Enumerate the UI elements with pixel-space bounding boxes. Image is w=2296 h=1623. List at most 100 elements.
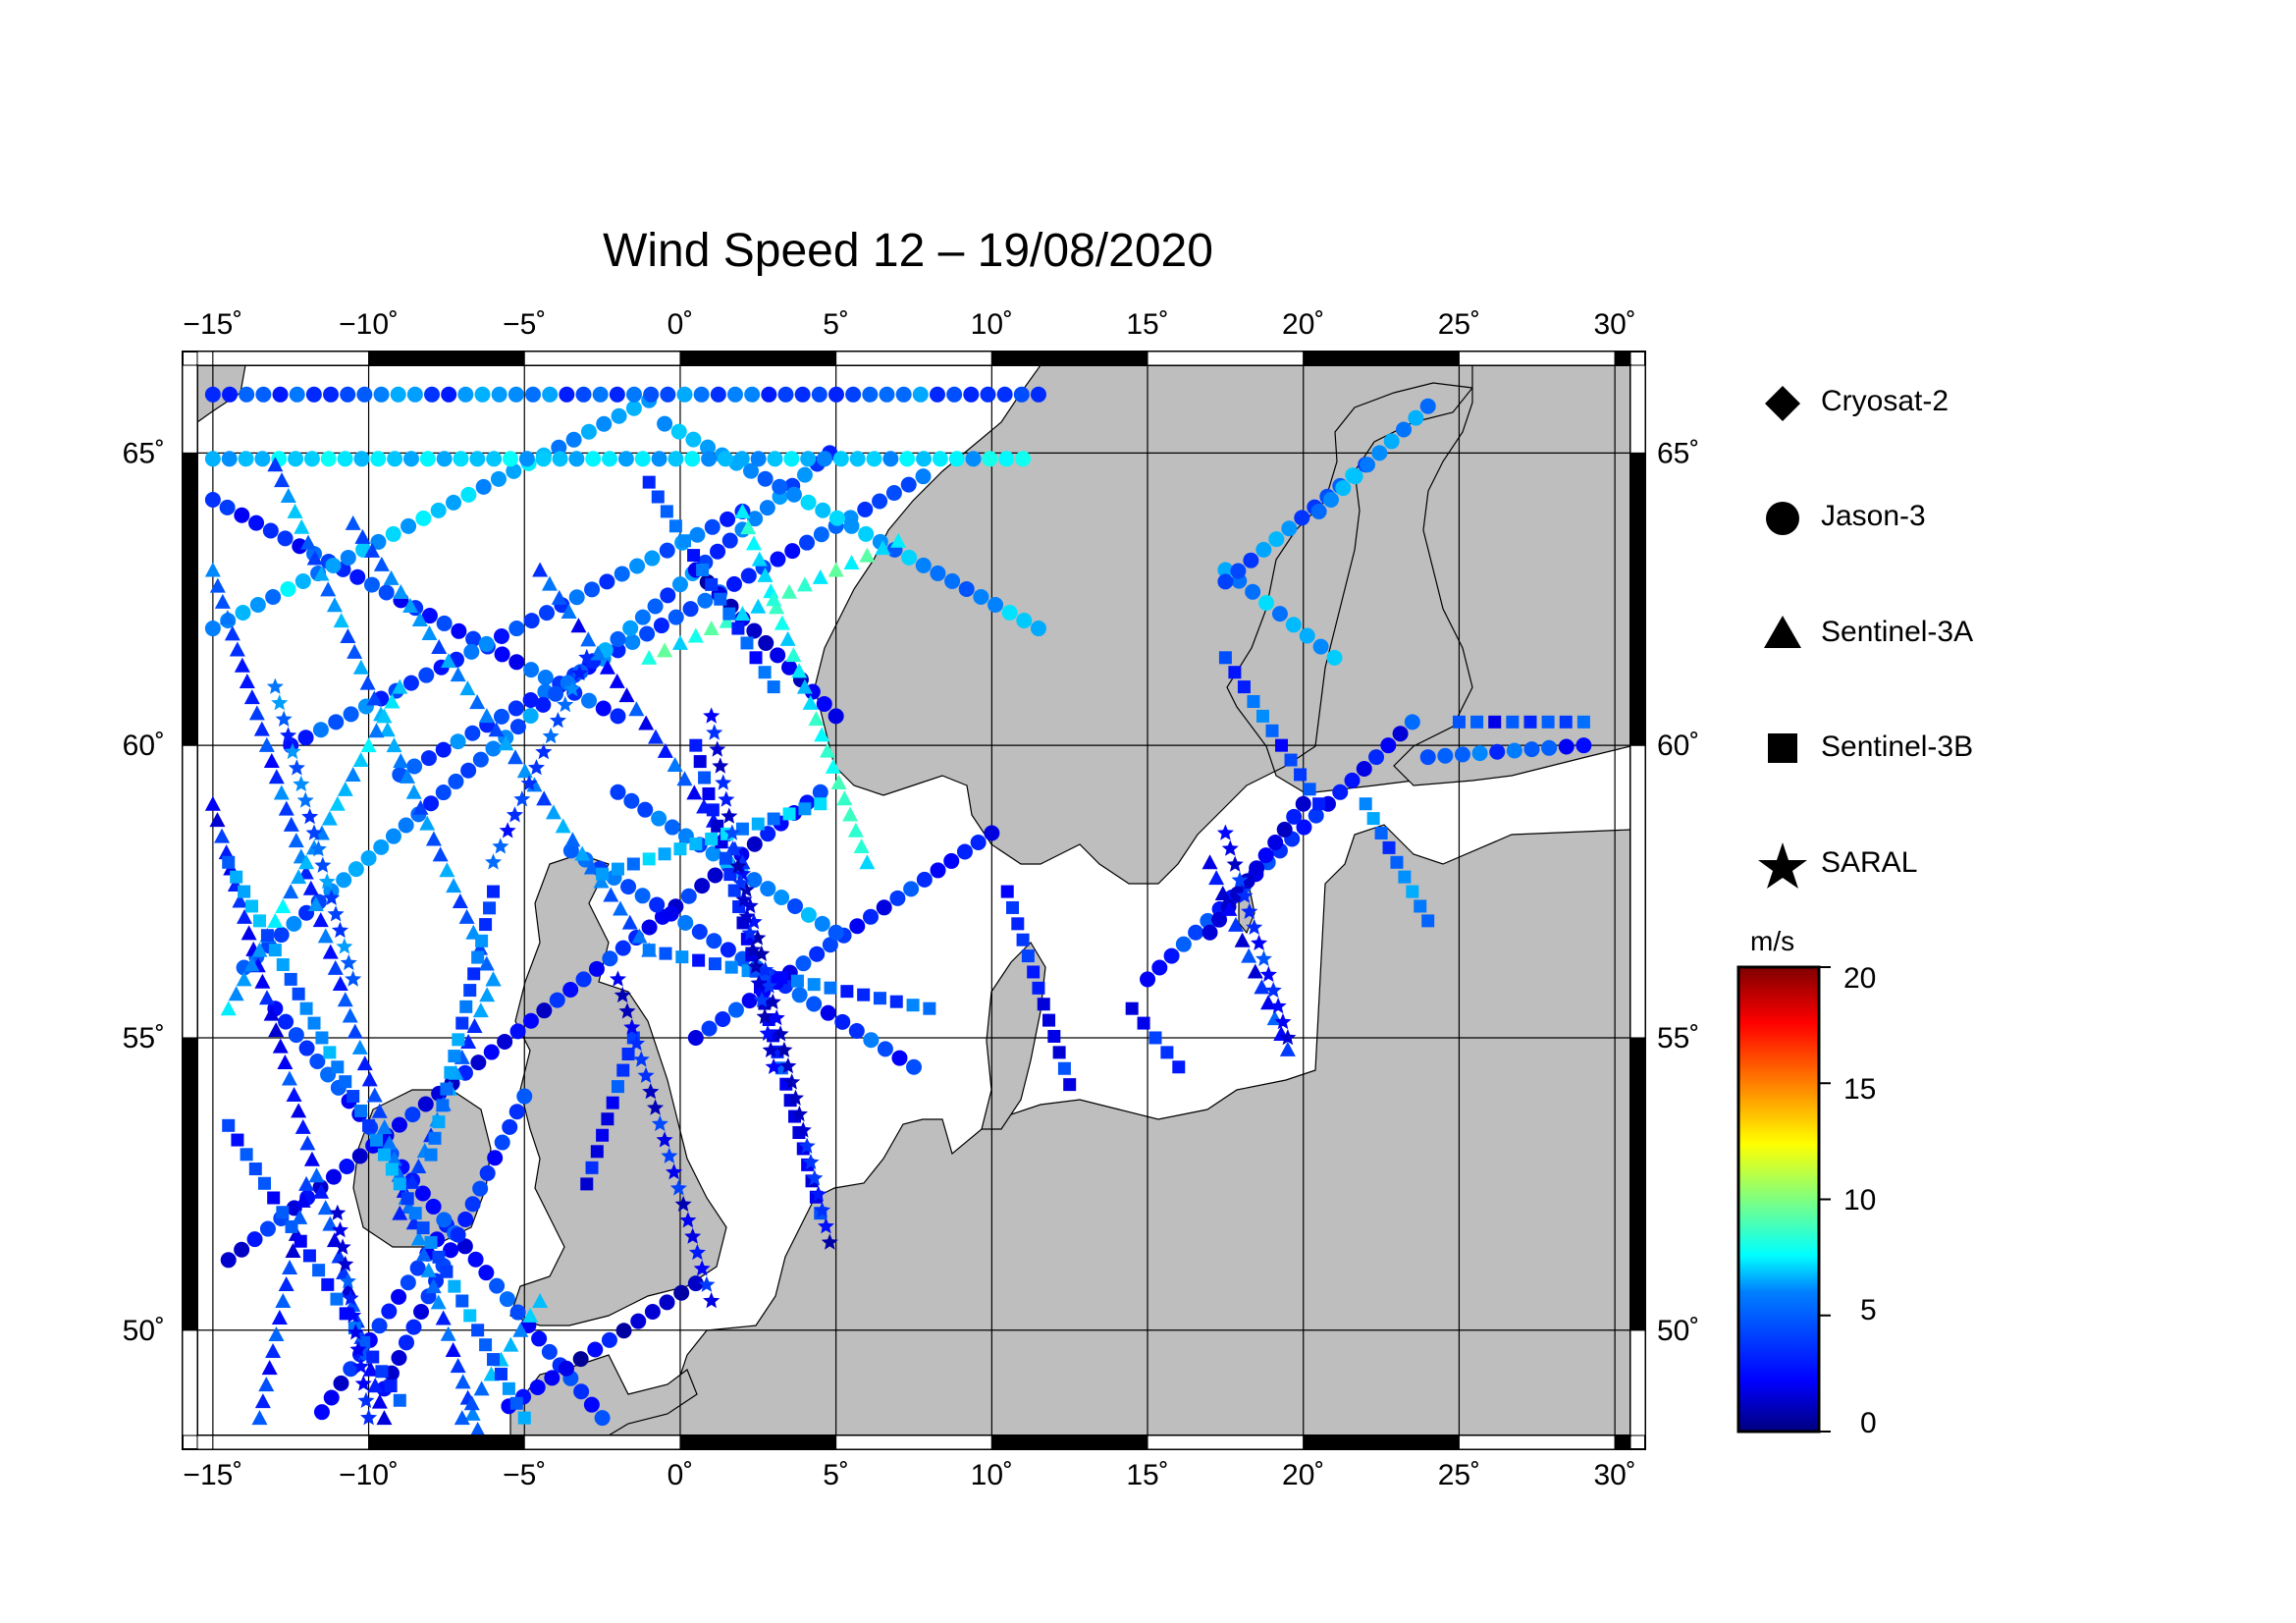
track-point [204, 621, 221, 637]
track-point [642, 944, 656, 957]
track-point [261, 1360, 278, 1376]
track-point [1021, 949, 1035, 963]
track-point [309, 1053, 326, 1069]
track-point [298, 1040, 315, 1056]
track-point [552, 451, 568, 467]
track-point [232, 893, 248, 908]
track-point [1247, 963, 1263, 979]
track-point [347, 1090, 360, 1104]
track-point [356, 1055, 373, 1071]
track-point [457, 1211, 474, 1227]
track-point [819, 742, 835, 758]
track-point [544, 1370, 561, 1386]
track-point [280, 488, 296, 504]
track-point [1299, 627, 1315, 644]
track-point [425, 1198, 442, 1215]
track-point [691, 924, 708, 941]
track-point [532, 1293, 549, 1309]
colorbar [1736, 965, 1821, 1434]
track-point [549, 992, 565, 1008]
lon-tick-label: 30˚ [1593, 1459, 1635, 1491]
track-point [299, 1135, 316, 1151]
track-point [254, 1393, 271, 1409]
track-point [1274, 1012, 1292, 1030]
track-point [647, 1099, 665, 1115]
track-point [663, 905, 679, 922]
track-point [814, 1201, 831, 1218]
track-point [1259, 965, 1277, 983]
track-point [243, 689, 260, 705]
track-point [452, 1033, 465, 1047]
track-point [596, 415, 613, 432]
track-point [708, 957, 721, 971]
track-point [214, 593, 231, 609]
frame-segment [1147, 351, 1305, 366]
track-point [294, 1234, 307, 1248]
track-point [234, 657, 250, 673]
track-point [1275, 738, 1289, 752]
track-point [606, 1096, 619, 1109]
track-point [440, 1082, 454, 1096]
track-point [816, 695, 832, 712]
frame-segment [368, 1434, 525, 1450]
track-point [845, 386, 862, 403]
track-point [458, 908, 475, 924]
track-point [302, 1249, 316, 1263]
track-point [593, 873, 610, 889]
track-point [581, 692, 598, 709]
track-point [783, 1073, 801, 1090]
track-point [234, 1241, 250, 1258]
track-point [347, 1023, 363, 1039]
track-point [309, 840, 327, 857]
track-point [288, 759, 305, 776]
map-frame [182, 351, 1646, 1450]
track-point [1359, 797, 1372, 811]
track-point [749, 929, 767, 946]
track-point [1281, 520, 1298, 537]
track-point [453, 451, 469, 467]
track-point [308, 1167, 325, 1183]
track-point [354, 1375, 372, 1391]
track-point [853, 839, 870, 854]
track-point [570, 664, 588, 681]
track-point [946, 386, 963, 403]
track-point [676, 771, 693, 786]
track-point [248, 514, 265, 531]
track-point [912, 386, 929, 403]
track-point [467, 967, 481, 981]
track-point [822, 937, 838, 953]
track-point [849, 918, 866, 935]
track-point [1332, 784, 1349, 800]
track-point [459, 680, 476, 696]
track-point [284, 742, 301, 760]
track-point [828, 510, 845, 526]
track-point [436, 615, 453, 631]
track-point [531, 1330, 548, 1347]
track-point [471, 1324, 485, 1337]
track-point [1390, 855, 1404, 869]
track-point [1286, 808, 1303, 825]
track-point [644, 550, 661, 567]
track-point [506, 806, 524, 823]
track-point [285, 1242, 301, 1258]
track-point [483, 901, 497, 915]
frame-segment [679, 351, 837, 366]
track-point [1419, 749, 1436, 766]
track-point [857, 988, 871, 1001]
track-point [455, 1294, 469, 1308]
track-point [283, 884, 299, 899]
track-point [641, 919, 658, 936]
track-point [1226, 855, 1244, 872]
track-point [1230, 563, 1247, 579]
track-point [740, 519, 757, 535]
track-point [574, 845, 591, 861]
track-point [390, 386, 406, 403]
track-point [634, 609, 651, 625]
track-point [412, 799, 429, 815]
track-point [240, 1148, 253, 1162]
colorbar-tick-0: 0 [1860, 1407, 1877, 1439]
track-point [707, 867, 723, 884]
track-point [312, 912, 329, 928]
track-point [875, 540, 891, 556]
track-point [624, 633, 641, 650]
